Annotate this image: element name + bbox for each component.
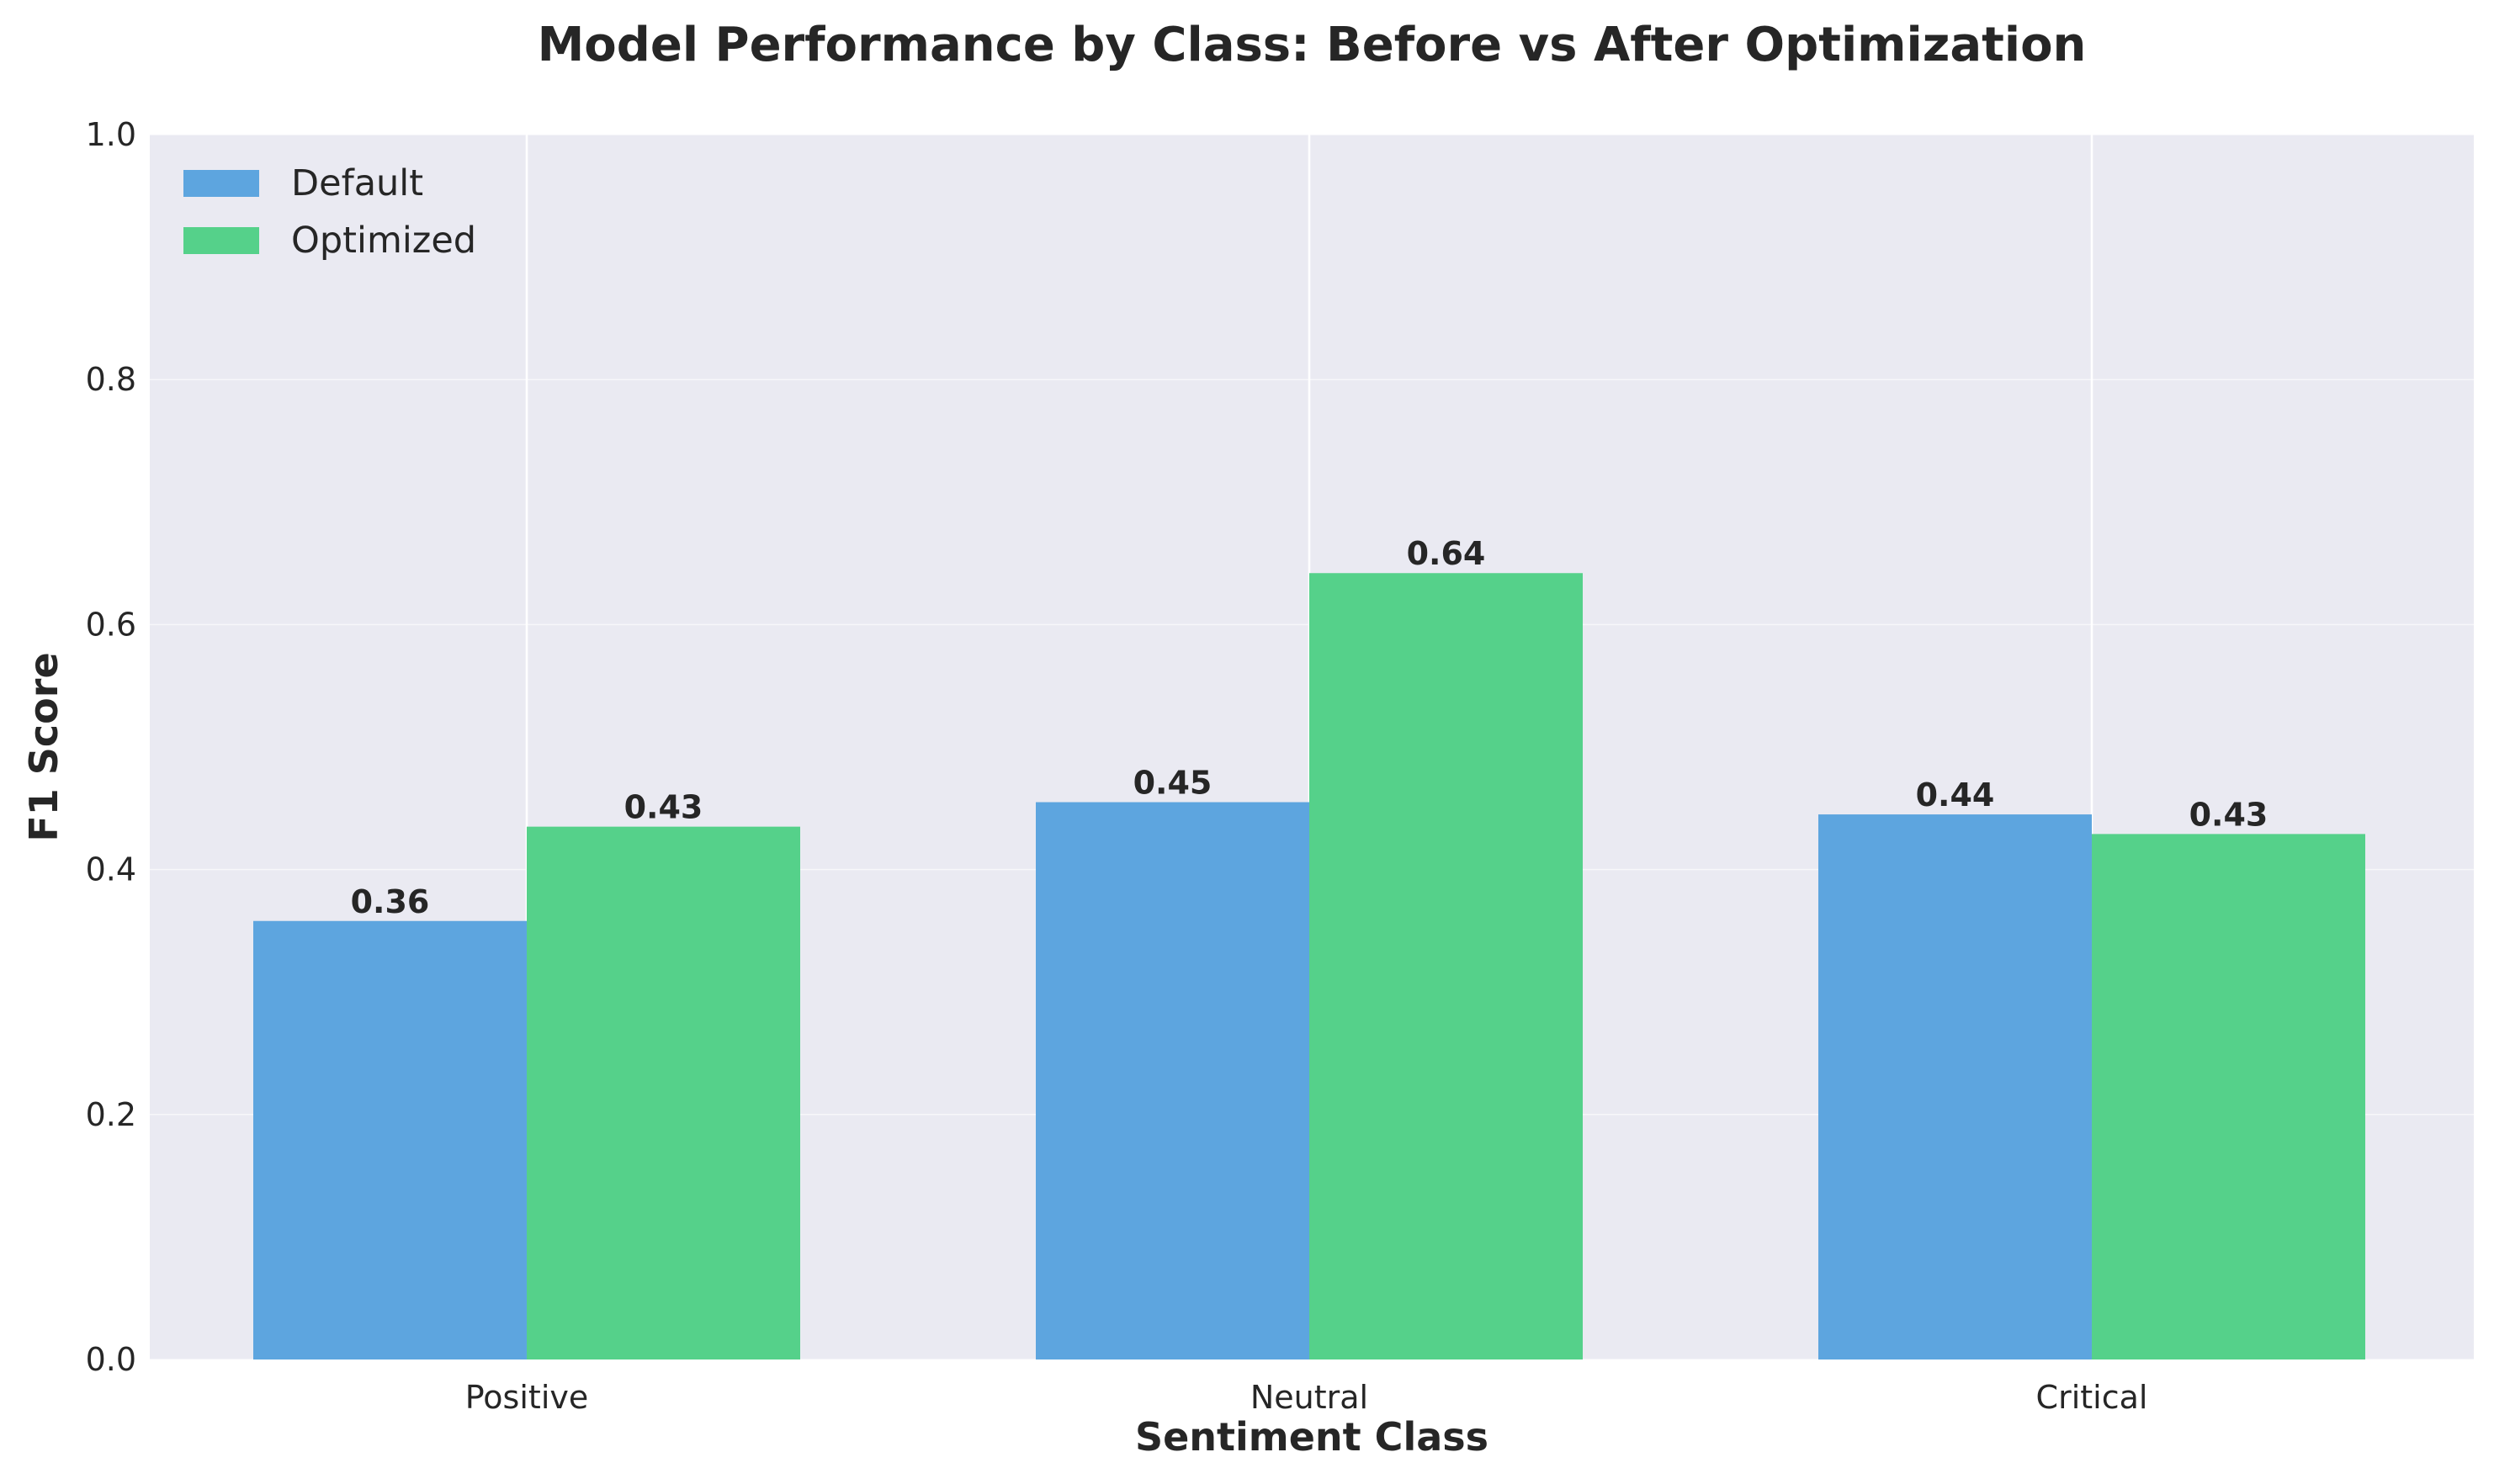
y-tick-label: 0.0 xyxy=(86,1341,136,1378)
bars xyxy=(253,573,2365,1359)
x-tick-label: Positive xyxy=(465,1379,589,1416)
bar-value-label: 0.36 xyxy=(351,883,430,920)
y-tick-label: 1.0 xyxy=(86,116,136,153)
y-axis-label: F1 Score xyxy=(21,652,66,841)
bar-optimized-critical xyxy=(2092,834,2365,1359)
y-tick-label: 0.6 xyxy=(86,606,136,643)
legend-label: Optimized xyxy=(291,220,476,262)
chart-title: Model Performance by Class: Before vs Af… xyxy=(538,18,2087,72)
bar-optimized-neutral xyxy=(1309,573,1583,1359)
legend-swatch xyxy=(183,227,259,254)
bar-value-label: 0.64 xyxy=(1407,535,1486,572)
bar-value-label: 0.44 xyxy=(1916,776,1995,814)
y-tick-label: 0.2 xyxy=(86,1096,136,1133)
bar-value-label: 0.45 xyxy=(1133,765,1213,802)
legend-swatch xyxy=(183,170,259,197)
x-axis-ticks: Positive Neutral Critical xyxy=(465,1379,2148,1416)
y-axis-ticks: 0.0 0.2 0.4 0.6 0.8 1.0 xyxy=(86,116,136,1378)
bar-value-label: 0.43 xyxy=(624,789,703,826)
bar-optimized-positive xyxy=(527,826,800,1359)
y-tick-label: 0.8 xyxy=(86,361,136,398)
data-labels: 0.36 0.43 0.45 0.64 0.44 0.43 xyxy=(351,535,2268,920)
legend-label: Default xyxy=(291,162,423,204)
bar-default-positive xyxy=(253,920,527,1359)
bar-value-label: 0.43 xyxy=(2189,796,2268,833)
bar-default-critical xyxy=(1818,814,2092,1359)
x-tick-label: Critical xyxy=(2036,1379,2148,1416)
bar-default-neutral xyxy=(1036,802,1309,1359)
x-tick-label: Neutral xyxy=(1250,1379,1368,1416)
y-tick-label: 0.4 xyxy=(86,851,136,888)
x-axis-label: Sentiment Class xyxy=(1135,1414,1488,1460)
legend: Default Optimized xyxy=(183,162,476,262)
